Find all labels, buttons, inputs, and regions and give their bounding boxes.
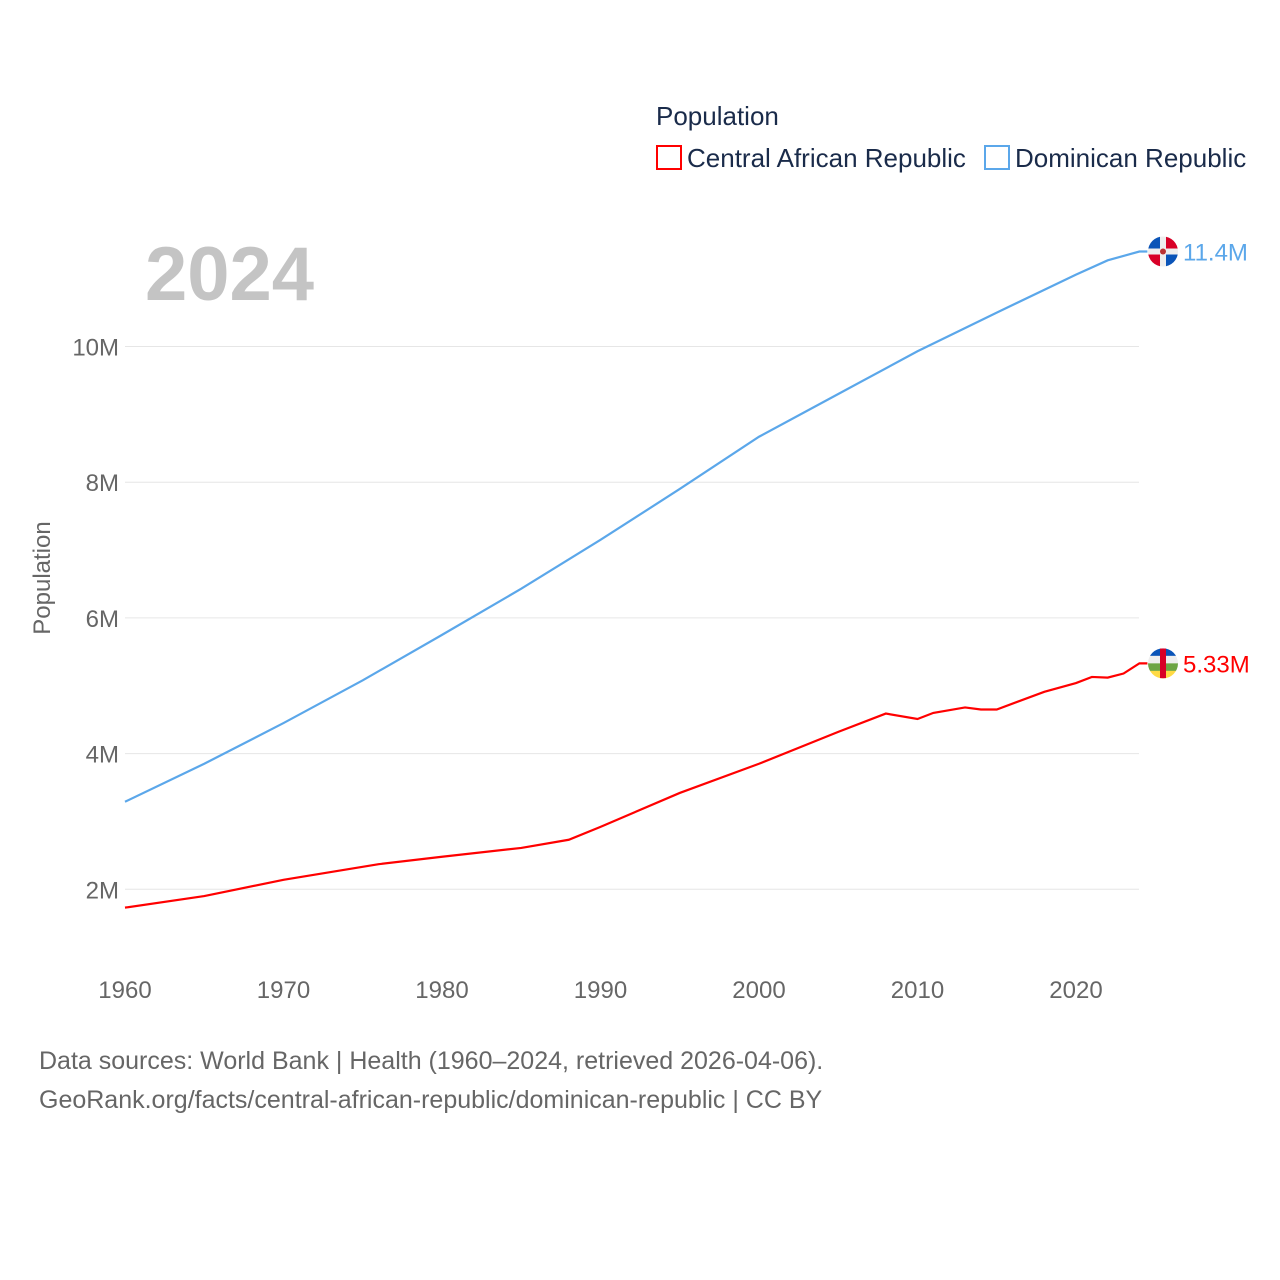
x-tick-label: 1980 (415, 977, 468, 1004)
legend-label: Central African Republic (687, 143, 966, 173)
x-tick-label: 2020 (1049, 977, 1102, 1004)
legend-title: Population (656, 101, 779, 131)
legend-label: Dominican Republic (1015, 143, 1246, 173)
central-african-republic-flag-icon (1148, 648, 1178, 679)
x-tick-label: 1960 (98, 977, 151, 1004)
legend-swatch (984, 145, 1010, 170)
series-line (124, 662, 1148, 909)
legend-item-dr[interactable]: Dominican Republic (984, 143, 1246, 173)
y-tick-label: 2M (86, 877, 119, 904)
y-tick-label: 4M (86, 742, 119, 769)
y-tick-label: 10M (72, 335, 119, 362)
footer-link[interactable]: GeoRank.org/facts/central-african-republ… (39, 1086, 823, 1114)
y-axis-label: Population (29, 521, 56, 634)
x-tick-label: 2010 (891, 977, 944, 1004)
x-tick-label: 1990 (574, 977, 627, 1004)
year-watermark: 2024 (145, 232, 314, 317)
footer-source: Data sources: World Bank | Health (1960–… (39, 1047, 823, 1075)
x-tick-label: 2000 (732, 977, 785, 1004)
x-tick-label: 1970 (257, 977, 310, 1004)
y-tick-label: 6M (86, 606, 119, 633)
y-tick-label: 8M (86, 470, 119, 497)
series-line (124, 250, 1148, 803)
legend-item-car[interactable]: Central African Republic (656, 143, 966, 173)
end-value-label: 11.4M (1183, 240, 1248, 267)
dominican-republic-flag-icon (1148, 236, 1178, 267)
end-value-label: 5.33M (1183, 651, 1250, 678)
legend-swatch (656, 145, 682, 170)
